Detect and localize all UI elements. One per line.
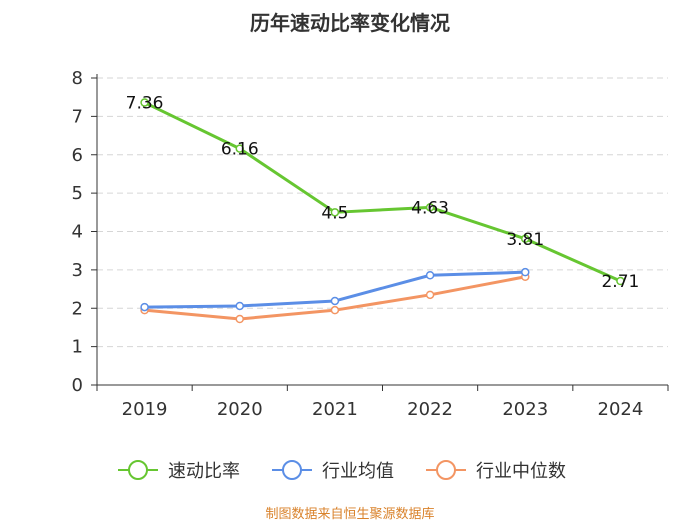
chart-title: 历年速动比率变化情况 xyxy=(250,11,450,35)
data-point xyxy=(521,234,530,244)
y-tick-label: 0 xyxy=(72,375,83,396)
x-tick-label: 2022 xyxy=(407,399,453,420)
series-line xyxy=(143,101,622,283)
legend-label: 速动比率 xyxy=(168,461,240,482)
data-label: 6.16 xyxy=(221,140,259,160)
data-label: 4.5 xyxy=(321,203,348,223)
data-point xyxy=(425,290,435,300)
y-tick-label: 8 xyxy=(72,68,83,89)
series-行业中位数 xyxy=(140,272,530,324)
legend-label: 行业均值 xyxy=(322,461,394,482)
series-速动比率: 7.36 6.16 4.5 4.63 3.81 2.71 xyxy=(126,94,640,292)
data-label: 2.71 xyxy=(601,272,639,292)
data-label: 4.63 xyxy=(411,198,449,218)
x-tick-label: 2024 xyxy=(598,399,644,420)
y-tick-label: 4 xyxy=(72,222,83,243)
legend-marker xyxy=(128,460,148,480)
legend-marker xyxy=(436,460,456,480)
y-tick-label: 5 xyxy=(72,183,83,204)
x-tick-label: 2020 xyxy=(217,399,263,420)
data-point xyxy=(330,305,340,315)
series-group: 7.36 6.16 4.5 4.63 3.81 2.71 xyxy=(126,94,640,324)
data-point xyxy=(140,302,149,312)
data-point xyxy=(330,296,340,306)
data-point xyxy=(425,270,435,280)
y-tick-label: 6 xyxy=(72,145,83,166)
legend-item: 行业中位数 xyxy=(426,460,566,482)
data-point xyxy=(616,276,625,286)
legend-label: 行业中位数 xyxy=(476,461,566,482)
grid-lines xyxy=(97,77,668,348)
data-point xyxy=(521,267,530,277)
y-tick-label: 2 xyxy=(72,298,83,319)
y-tick-label: 3 xyxy=(72,260,83,281)
legend-item: 行业均值 xyxy=(272,460,394,482)
legend-marker xyxy=(282,460,302,480)
x-tick-label: 2019 xyxy=(122,399,168,420)
data-point xyxy=(235,314,244,324)
data-label: 7.36 xyxy=(126,94,164,114)
data-point xyxy=(140,98,149,107)
x-tick-label: 2021 xyxy=(312,399,358,420)
axes: 0 1 2 3 4 5 6 7 8 2019 2020 2021 2022 2023 2024 xyxy=(72,68,669,420)
x-tick-label: 2023 xyxy=(502,399,548,420)
data-point xyxy=(235,301,244,311)
legend: 速动比率 行业均值 行业中位数 xyxy=(118,460,566,482)
data-label: 3.81 xyxy=(506,230,544,250)
data-point xyxy=(330,208,340,217)
data-point xyxy=(425,203,435,212)
legend-item: 速动比率 xyxy=(118,460,240,482)
y-tick-label: 1 xyxy=(72,337,83,358)
series-行业均值 xyxy=(140,267,530,312)
y-tick-label: 7 xyxy=(72,106,83,127)
data-point xyxy=(235,144,244,153)
source-note: 制图数据来自恒生聚源数据库 xyxy=(265,506,434,522)
